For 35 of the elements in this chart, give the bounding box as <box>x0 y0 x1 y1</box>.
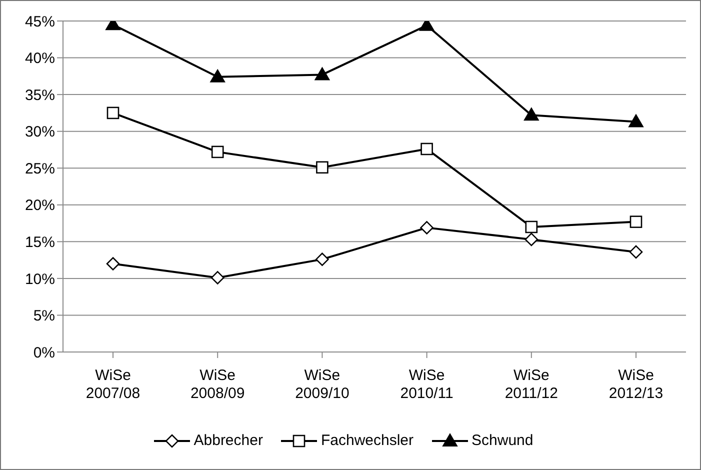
point <box>106 106 120 120</box>
legend-label: Schwund <box>472 432 534 449</box>
point <box>629 245 643 259</box>
legend-label: Abbrecher <box>194 432 263 449</box>
point <box>316 252 329 266</box>
point <box>314 67 330 80</box>
y-tick-label: 45% <box>24 13 55 30</box>
y-tick-label: 40% <box>24 50 55 68</box>
y-tick-label: 15% <box>24 234 55 251</box>
point <box>628 114 644 128</box>
legend-label: Fachwechsler <box>320 432 414 449</box>
point <box>630 216 642 228</box>
point <box>420 142 433 156</box>
point <box>210 271 224 284</box>
x-tick-label: WiSe 2012/13 <box>608 367 664 402</box>
y-tick-label: 25% <box>24 160 55 178</box>
x-tick-label: WiSe 2011/12 <box>504 367 558 402</box>
x-tick-label: WiSe 2010/11 <box>400 367 454 402</box>
point <box>211 146 224 158</box>
point <box>210 69 226 82</box>
y-tick-label: 35% <box>24 86 55 104</box>
x-tick-label: WiSe 2007/08 <box>86 367 140 402</box>
y-tick-label: 5% <box>33 308 55 325</box>
y-tick-label: 20% <box>24 197 55 214</box>
x-tick-label: WiSe 2008/09 <box>190 367 245 402</box>
x-tick-label: WiSe 2009/10 <box>295 367 350 402</box>
y-tick-label: 0% <box>33 344 55 362</box>
point <box>525 220 538 234</box>
point <box>106 257 120 270</box>
point <box>524 108 539 121</box>
point <box>420 221 434 234</box>
y-tick-label: 30% <box>24 124 55 141</box>
point <box>524 232 538 246</box>
point <box>316 161 328 174</box>
y-tick-label: 10% <box>24 270 55 288</box>
